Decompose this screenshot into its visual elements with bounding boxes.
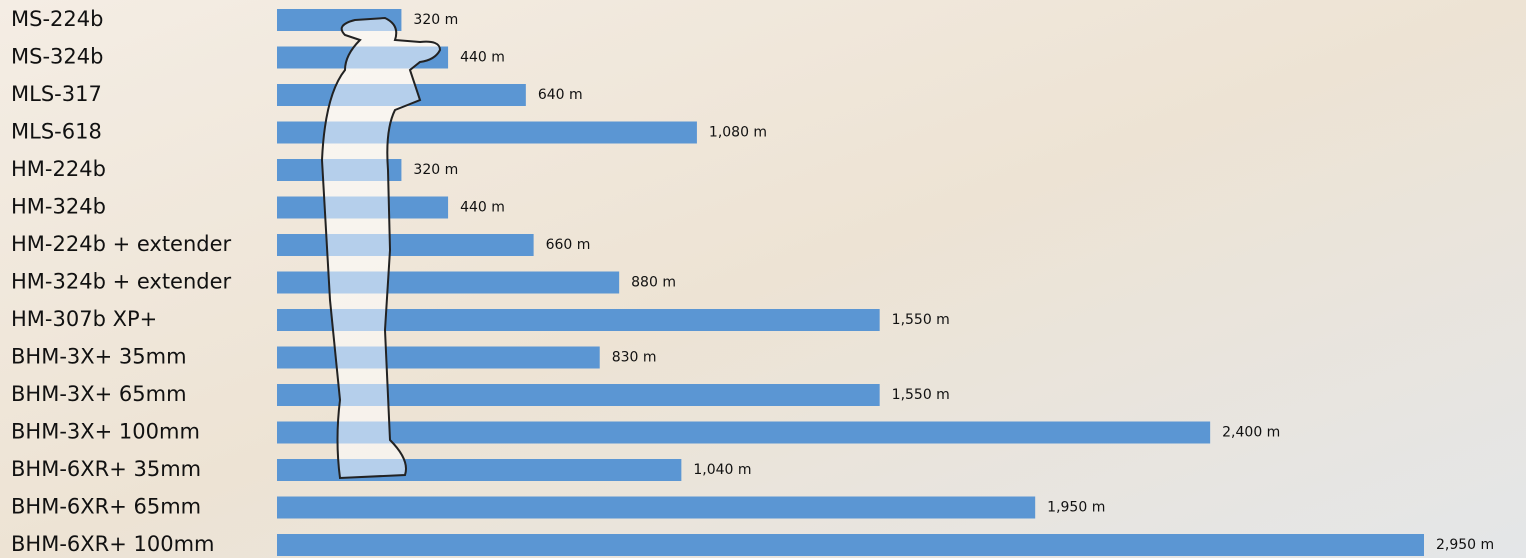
category-label: HM-324b + extender — [11, 270, 232, 294]
value-label: 2,950 m — [1436, 537, 1494, 553]
category-label: MLS-618 — [11, 120, 102, 144]
person-silhouette — [320, 16, 442, 480]
value-label: 1,550 m — [892, 312, 950, 328]
value-label: 1,550 m — [892, 387, 950, 403]
category-label: MLS-317 — [11, 82, 102, 106]
category-label: HM-307b XP+ — [11, 307, 157, 331]
category-label: BHM-6XR+ 65mm — [11, 495, 201, 519]
category-label: HM-324b — [11, 195, 106, 219]
value-label: 440 m — [460, 200, 505, 216]
category-label: HM-224b — [11, 157, 106, 181]
bar — [277, 496, 1036, 519]
value-label: 880 m — [631, 275, 676, 291]
value-label: 2,400 m — [1222, 425, 1280, 441]
bar — [277, 309, 880, 331]
category-label: MS-324b — [11, 45, 103, 69]
bar — [277, 384, 880, 406]
category-label: HM-224b + extender — [11, 232, 232, 256]
value-label: 440 m — [460, 50, 505, 66]
category-label: BHM-6XR+ 100mm — [11, 532, 215, 556]
category-label: MS-224b — [11, 7, 103, 31]
value-label: 1,950 m — [1047, 500, 1105, 516]
value-label: 1,040 m — [693, 462, 751, 478]
value-label: 660 m — [546, 237, 591, 253]
category-label: BHM-6XR+ 35mm — [11, 457, 201, 481]
bar — [277, 421, 1211, 444]
value-label: 320 m — [413, 162, 458, 178]
bar — [277, 534, 1424, 556]
value-label: 320 m — [413, 12, 458, 28]
category-label: BHM-3X+ 65mm — [11, 382, 187, 406]
value-label: 830 m — [612, 350, 657, 366]
category-label: BHM-3X+ 35mm — [11, 345, 187, 369]
bar — [277, 234, 534, 256]
category-label: BHM-3X+ 100mm — [11, 420, 200, 444]
value-label: 1,080 m — [709, 125, 767, 141]
value-label: 640 m — [538, 87, 583, 103]
bar — [277, 346, 600, 369]
